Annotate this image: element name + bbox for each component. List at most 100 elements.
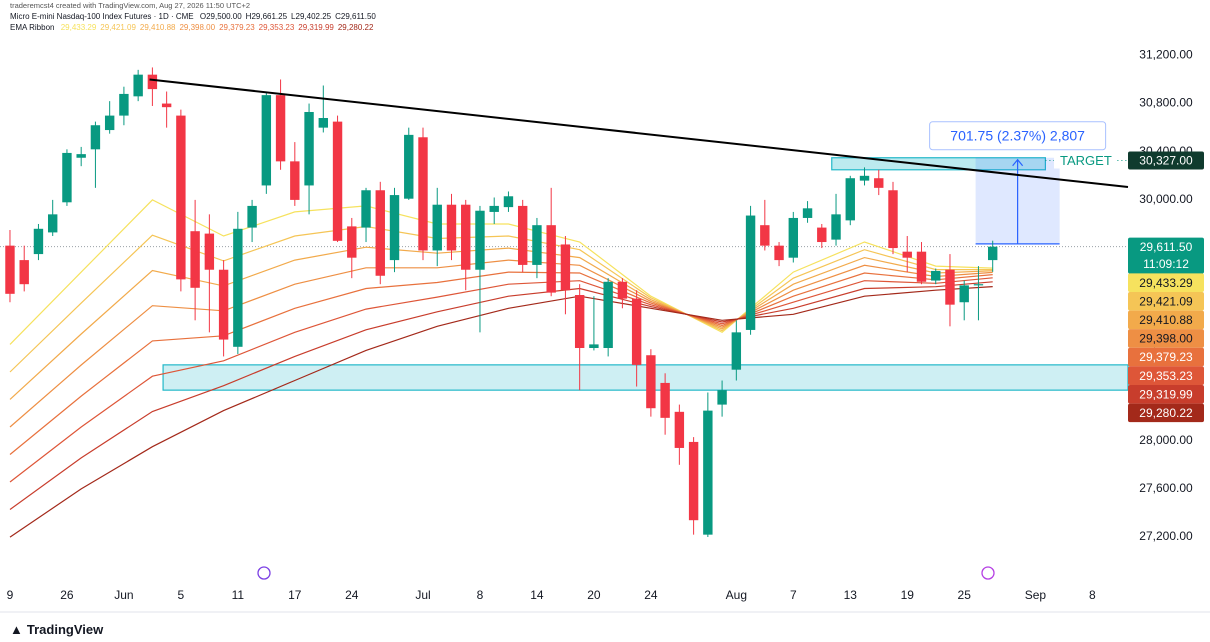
x-tick-label: 13 xyxy=(844,588,858,602)
event-icon[interactable] xyxy=(981,566,995,580)
candle-body xyxy=(916,251,927,282)
candle-body xyxy=(347,226,357,258)
candle-body xyxy=(574,295,585,349)
target-label-bg xyxy=(1054,152,1116,169)
candle-body xyxy=(503,196,514,208)
ema-price-label: 29,353.23 xyxy=(1139,369,1193,383)
candle-body xyxy=(261,95,272,186)
candle-body xyxy=(631,298,642,365)
ribbon-legend-value: 29,410.88 xyxy=(139,23,176,32)
candle-body xyxy=(275,95,286,162)
ohlc: L29,402.25 xyxy=(291,12,332,21)
ema-price-label-bg xyxy=(1128,384,1204,404)
x-tick-label: 24 xyxy=(644,588,658,602)
ohlc: C29,611.50 xyxy=(335,12,376,21)
candle-body xyxy=(859,175,870,181)
candle-body xyxy=(888,190,898,249)
ribbon-legend-value: 29,398.00 xyxy=(179,23,216,32)
ema-line xyxy=(9,277,993,483)
target-label: TARGET xyxy=(1060,153,1112,168)
x-tick-label: 11 xyxy=(232,588,245,602)
ema-price-label-bg xyxy=(1128,329,1204,348)
credit: traderemcst4 created with TradingView.co… xyxy=(10,1,251,10)
candle-body xyxy=(688,441,699,521)
candle-body xyxy=(119,93,129,116)
x-tick-label: 17 xyxy=(288,588,302,602)
candle-body xyxy=(62,152,72,203)
candle-body xyxy=(304,111,314,186)
candle-body xyxy=(5,245,15,294)
x-tick-label: Sep xyxy=(1025,588,1047,602)
candle-body xyxy=(517,205,528,265)
candle-body xyxy=(33,228,44,255)
candle-body xyxy=(802,208,813,218)
ema-price-label-bg xyxy=(1128,347,1204,367)
candle-body xyxy=(404,134,414,199)
candle-body xyxy=(47,214,58,233)
ohlc: O29,500.00 xyxy=(199,12,242,21)
candle-body xyxy=(945,269,955,305)
candle-body xyxy=(959,285,969,303)
candle-body xyxy=(204,233,215,270)
x-tick-label: Aug xyxy=(726,588,747,602)
candle-body xyxy=(76,154,86,158)
candle-body xyxy=(475,210,485,270)
x-tick-label: 25 xyxy=(958,588,972,602)
ema-line xyxy=(9,271,993,455)
candle-body xyxy=(617,281,628,299)
y-tick-label: 27,200.00 xyxy=(1139,529,1193,543)
candle-body xyxy=(218,269,229,340)
x-tick-label: 26 xyxy=(60,588,74,602)
x-tick-label: Jul xyxy=(415,588,430,602)
x-tick-label: 8 xyxy=(1089,588,1096,602)
x-tick-label: 5 xyxy=(178,588,185,602)
ema-price-label: 29,410.88 xyxy=(1139,313,1193,327)
ribbon-legend-value: 29,421.09 xyxy=(100,23,136,32)
candle-body xyxy=(190,231,200,288)
countdown-label: 11:09:12 xyxy=(1143,257,1189,271)
candle-body xyxy=(774,245,784,261)
measure-label: 701.75 (2.37%) 2,807 xyxy=(950,127,1085,143)
candle-body xyxy=(532,225,542,265)
ribbon-legend-value: 29,319.99 xyxy=(298,23,334,32)
ema-line xyxy=(9,281,993,510)
ema-price-label-bg xyxy=(1128,310,1204,330)
y-tick-label: 30,000.00 xyxy=(1139,192,1193,206)
candle-body xyxy=(375,190,385,276)
event-icon[interactable] xyxy=(257,566,271,580)
ema-price-label: 29,398.00 xyxy=(1139,332,1193,346)
candle-body xyxy=(19,260,29,285)
current-price-bg xyxy=(1128,237,1204,274)
x-tick-label: 9 xyxy=(7,588,14,602)
x-tick-label: 8 xyxy=(477,588,484,602)
symbol-line: Micro E-mini Nasdaq-100 Index Futures · … xyxy=(10,11,380,22)
target-price-label: 30,327.00 xyxy=(1139,154,1193,168)
ema-price-label: 29,280.22 xyxy=(1139,406,1193,420)
trendline xyxy=(149,78,1129,189)
symbol-title: Micro E-mini Nasdaq-100 Index Futures · … xyxy=(10,12,194,21)
candle-body xyxy=(147,74,158,90)
candle-body xyxy=(318,118,329,128)
ema-line xyxy=(9,225,993,373)
candle-body xyxy=(646,355,656,409)
candle-body xyxy=(931,270,941,281)
candle-body xyxy=(660,382,670,418)
candle-body xyxy=(432,204,442,251)
candle-body xyxy=(361,190,371,228)
candle-body xyxy=(546,225,556,293)
candle-body xyxy=(389,195,400,261)
candle-body xyxy=(717,390,727,405)
ema-price-label: 29,319.99 xyxy=(1139,387,1193,401)
y-tick-label: 28,000.00 xyxy=(1139,433,1193,447)
x-tick-label: 19 xyxy=(901,588,915,602)
candle-body xyxy=(703,410,713,535)
ribbon-legend-value: 29,433.29 xyxy=(60,23,97,32)
candle-body xyxy=(817,227,827,243)
current-price-label: 29,611.50 xyxy=(1140,240,1193,254)
ribbon-legend-value: 29,280.22 xyxy=(337,23,374,32)
ema-line xyxy=(9,246,993,400)
candle-body xyxy=(831,214,841,240)
ribbon-legend-value: 29,379.23 xyxy=(219,23,255,32)
ribbon-legend-value: 29,353.23 xyxy=(258,23,295,32)
brand: ▲ TradingView xyxy=(10,622,103,637)
